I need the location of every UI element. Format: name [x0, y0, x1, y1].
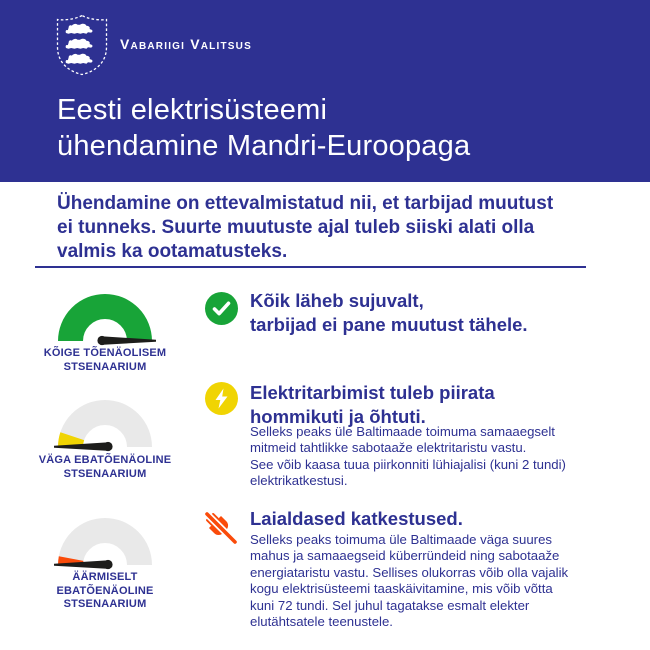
- scenario-2-body: Selleks peaks üle Baltimaade toimuma sam…: [250, 424, 566, 489]
- intro-text: Ühendamine on ettevalmistatud nii, et ta…: [57, 193, 554, 262]
- gauge-label-very-unlikely: VÄGA EBATÕENÄOLINE STSENAARIUM: [38, 454, 172, 480]
- check-icon: [205, 292, 238, 325]
- estonia-coat-of-arms-icon: [56, 14, 108, 76]
- gauge-very-unlikely-icon: [54, 400, 152, 452]
- scenario-3-heading: Laialdased katkestused.: [250, 508, 463, 529]
- plug-off-icon: [203, 510, 239, 546]
- scenario-3-body: Selleks peaks toimuma üle Baltimaade väg…: [250, 532, 569, 630]
- page-title: Eesti elektrisüsteemi ühendamine Mandri-…: [57, 94, 471, 162]
- gauge-label-most-likely: KÕIGE TÕENÄOLISEM STSENAARIUM: [43, 347, 167, 373]
- org-name: Vabariigi Valitsus: [120, 36, 252, 52]
- lightning-icon: [205, 382, 238, 415]
- divider-line: [35, 266, 586, 268]
- header-banner: Vabariigi Valitsus Eesti elektrisüsteemi…: [0, 0, 650, 182]
- gauge-extremely-unlikely-icon: [54, 518, 152, 570]
- scenario-1-heading: Kõik läheb sujuvalt, tarbijad ei pane mu…: [250, 290, 528, 335]
- scenario-2-heading: Elektritarbimist tuleb piirata hommikuti…: [250, 382, 495, 427]
- gauge-label-extremely-unlikely: ÄÄRMISELT EBATÕENÄOLINE STSENAARIUM: [56, 571, 154, 610]
- gauge-most-likely-icon: [58, 294, 156, 346]
